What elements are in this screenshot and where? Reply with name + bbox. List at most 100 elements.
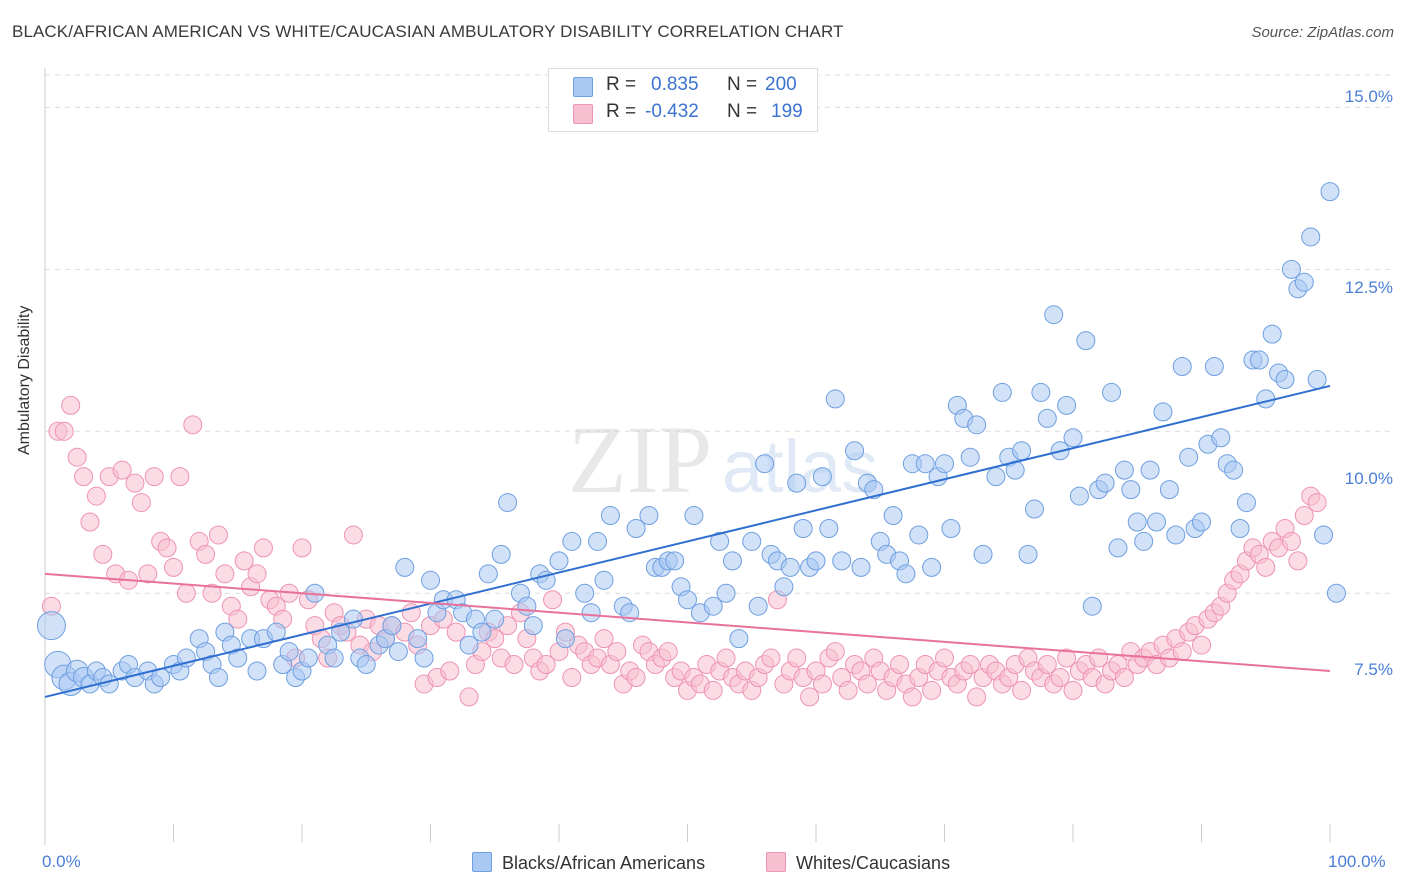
blacks-point: [491, 544, 511, 564]
blacks-point: [941, 518, 961, 538]
whites-point: [838, 680, 858, 700]
whites-point: [504, 655, 524, 675]
whites-point: [902, 687, 922, 707]
blacks-point: [1320, 182, 1340, 202]
whites-point: [247, 564, 267, 584]
blacks-point: [562, 531, 582, 551]
legend-r-value: 0.835: [651, 74, 699, 95]
blacks-point: [742, 531, 762, 551]
y-tick-label: 10.0%: [1344, 469, 1393, 488]
blacks-point: [748, 596, 768, 616]
y-axis-label: Ambulatory Disability: [16, 305, 33, 455]
blacks-point: [1275, 369, 1295, 389]
legend-n-value: 199: [771, 101, 803, 122]
blacks-point: [575, 583, 595, 603]
whites-point: [215, 564, 235, 584]
whites-point: [292, 538, 312, 558]
whites-point: [164, 557, 183, 577]
chart-title: BLACK/AFRICAN AMERICAN VS WHITE/CAUCASIA…: [12, 22, 844, 41]
blacks-point: [1236, 493, 1256, 513]
whites-point: [626, 667, 646, 687]
blacks-point: [1114, 460, 1134, 480]
whites-point: [1037, 655, 1057, 675]
blacks-point: [1294, 272, 1314, 292]
whites-point: [658, 642, 678, 662]
whites-point: [74, 467, 94, 487]
blacks-point: [909, 525, 929, 545]
blacks-point: [812, 467, 832, 487]
blacks-point: [1063, 428, 1083, 448]
whites-point: [125, 473, 145, 493]
x-tick-label-max: 100.0%: [1328, 852, 1386, 871]
y-tick-label: 12.5%: [1344, 278, 1393, 297]
blacks-point: [1314, 525, 1334, 545]
blacks-point: [678, 590, 697, 610]
blacks-point: [755, 454, 775, 474]
whites-point: [86, 486, 106, 506]
blacks-point: [1031, 382, 1051, 402]
blacks-point: [408, 629, 428, 649]
whites-point: [138, 564, 158, 584]
bottom-legend-blacks: Blacks/African Americans: [472, 852, 705, 874]
y-tick-label: 7.5%: [1354, 660, 1393, 679]
legend-r-label: R =: [606, 74, 637, 95]
blacks-point: [1076, 331, 1096, 351]
blacks-point: [787, 473, 807, 493]
blacks-point: [1069, 486, 1089, 506]
blacks-point: [1082, 596, 1102, 616]
blacks-point: [1256, 389, 1276, 409]
blacks-point: [485, 609, 505, 629]
whites-point: [157, 538, 177, 558]
whites-point: [446, 622, 466, 642]
blacks-point: [819, 518, 839, 538]
legend-n-value: 200: [765, 74, 797, 95]
whites-point: [208, 525, 228, 545]
blacks-point: [722, 551, 742, 571]
blacks-point: [626, 518, 646, 538]
whites-point: [459, 687, 479, 707]
blacks-point: [459, 635, 479, 655]
blacks-point: [639, 506, 659, 526]
whites-point: [935, 648, 954, 668]
blacks-point: [549, 551, 569, 571]
blacks-point: [960, 447, 980, 467]
blacks-point: [1012, 441, 1032, 461]
blacks-point: [1192, 512, 1211, 532]
blacks-point: [832, 551, 852, 571]
blacks-point: [588, 531, 608, 551]
whites-point: [960, 655, 980, 675]
whites-point: [787, 648, 807, 668]
whites-point: [196, 544, 216, 564]
blacks-point: [523, 616, 543, 636]
whites-point: [1288, 551, 1308, 571]
blacks-point: [517, 596, 537, 616]
blacks-point: [1249, 350, 1269, 370]
blacks-point: [1140, 460, 1160, 480]
blacks-point: [716, 583, 736, 603]
blacks-point: [421, 570, 440, 590]
blacks-point: [343, 609, 363, 629]
whites-point: [967, 687, 987, 707]
blacks-point: [896, 564, 916, 584]
blacks-point: [581, 603, 601, 623]
bottom-legend-label: Blacks/African Americans: [502, 853, 706, 873]
watermark-zip: ZIP: [568, 406, 712, 513]
bottom-swatch-pink: [766, 852, 786, 872]
blacks-point: [703, 596, 723, 616]
whites-point: [761, 648, 781, 668]
whites-point: [93, 544, 113, 564]
blacks-point: [780, 557, 800, 577]
blacks-point: [594, 570, 614, 590]
blacks-point: [1121, 480, 1141, 500]
blacks-point: [793, 518, 813, 538]
whites-point: [890, 655, 910, 675]
whites-point: [80, 512, 100, 532]
whites-trend-line: [44, 572, 1331, 672]
blacks-point: [922, 557, 942, 577]
blacks-point: [1147, 512, 1167, 532]
whites-point: [440, 661, 460, 681]
legend-swatch-blue: [573, 77, 593, 97]
blacks-point: [1281, 259, 1301, 279]
blacks-point: [414, 648, 434, 668]
blacks-point: [478, 564, 498, 584]
